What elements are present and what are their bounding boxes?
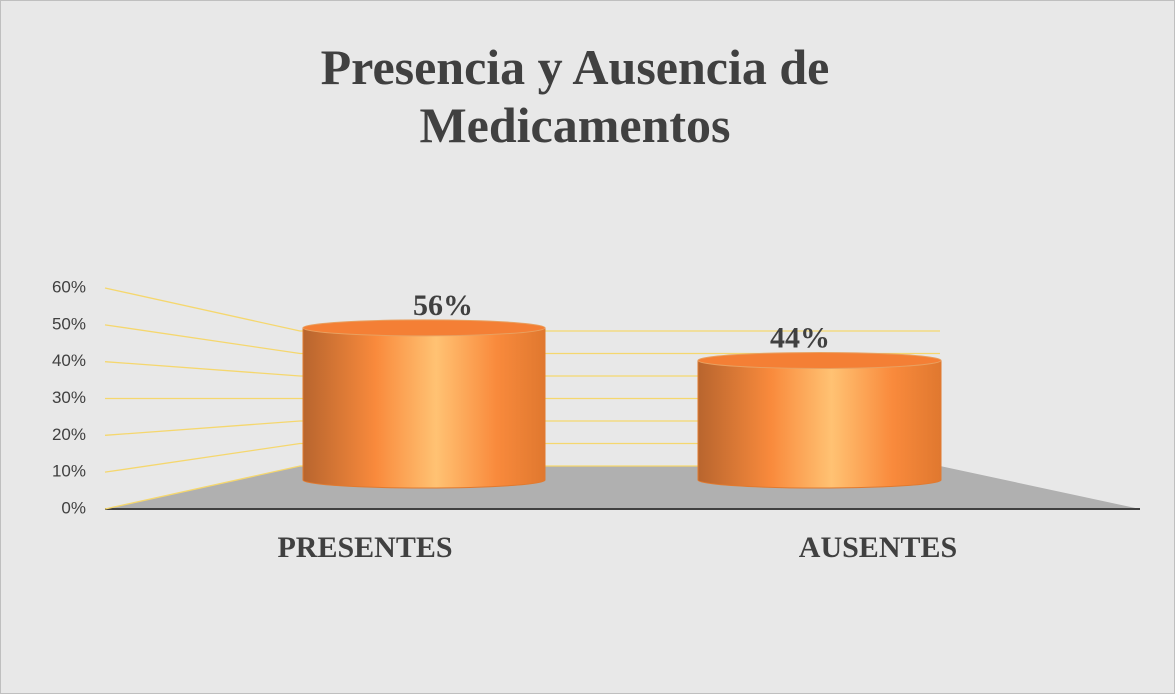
y-tick-label: 0%: [61, 498, 86, 517]
y-tick-label: 10%: [52, 462, 86, 481]
grid-line: [104, 324, 940, 355]
x-tick-label: AUSENTES: [799, 531, 957, 564]
floor: [105, 466, 1140, 509]
bar-top: [302, 319, 546, 337]
chart-title: Presencia y Ausencia de Medicamentos: [320, 39, 830, 153]
x-tick-label: PRESENTES: [277, 531, 452, 564]
y-tick-label: 40%: [52, 351, 86, 370]
bar: [697, 359, 942, 489]
grid-line: [104, 287, 940, 332]
bar: [302, 327, 546, 489]
data-label: 56%: [413, 289, 473, 322]
y-tick-label: 20%: [52, 425, 86, 444]
y-tick-label: 50%: [52, 314, 86, 333]
data-label: 44%: [770, 321, 830, 354]
bar-top: [697, 351, 942, 369]
y-tick-label: 60%: [52, 277, 86, 296]
y-tick-label: 30%: [52, 388, 86, 407]
